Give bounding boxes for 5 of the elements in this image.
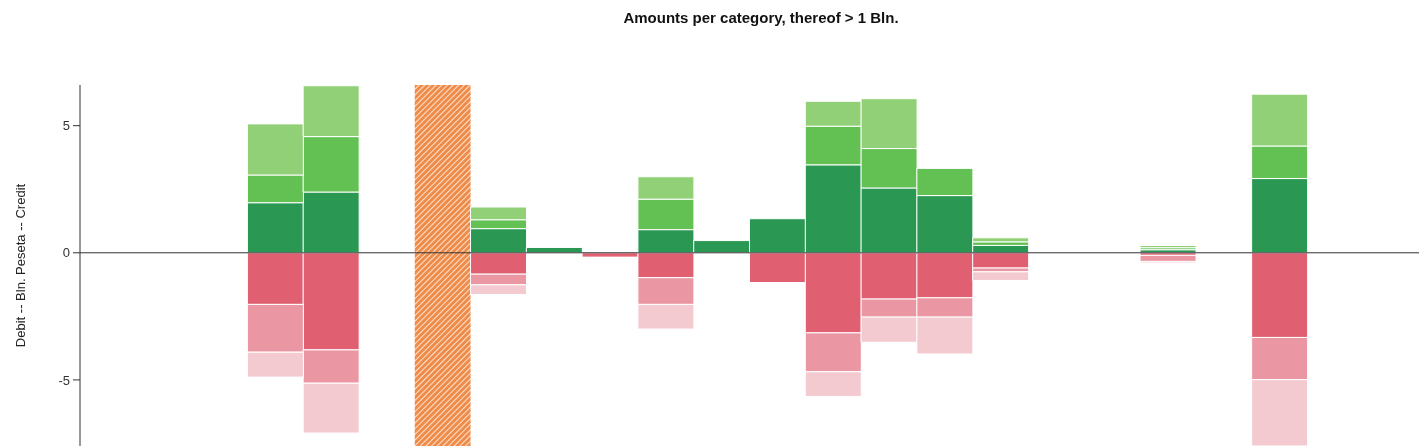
y-axis-title: Debit -- Bln. Peseta -- Credit: [12, 183, 28, 348]
y-tick-label: -5: [58, 372, 70, 388]
y-tick-label: 0: [62, 245, 70, 261]
y-tick-label: 5: [62, 118, 70, 134]
chart-title: Amounts per category, thereof > 1 Bln.: [622, 8, 900, 27]
